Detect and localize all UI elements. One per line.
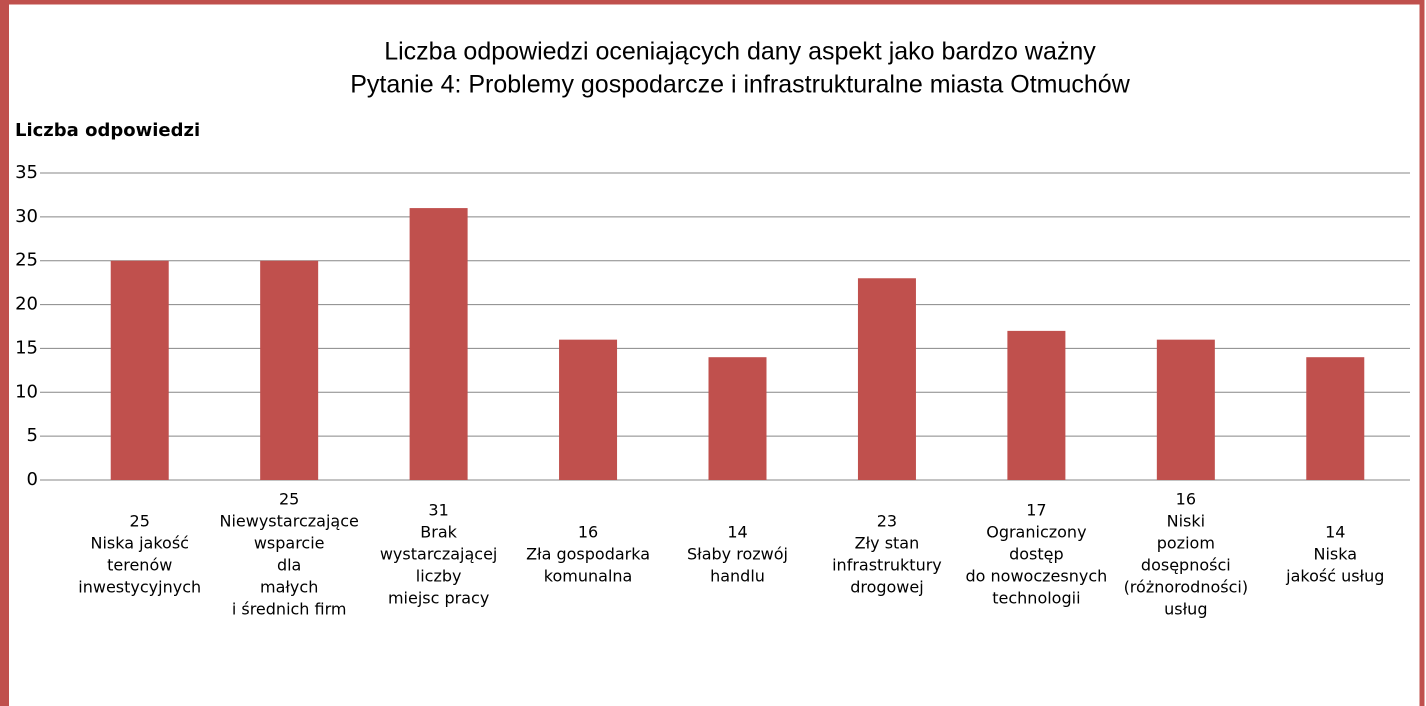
x-tick-label: usług — [1164, 600, 1207, 619]
x-tick-label: i średnich firm — [232, 600, 347, 619]
data-label: 25 — [130, 512, 150, 531]
x-tick-label: wsparcie — [254, 534, 325, 553]
x-tick-label: Niska jakość — [90, 534, 189, 553]
x-tick-label: liczby — [416, 567, 462, 586]
y-tick-label: 25 — [15, 250, 38, 271]
x-tick-label: Niska — [1314, 545, 1358, 564]
data-label: 14 — [1325, 523, 1345, 542]
bar — [857, 278, 916, 480]
frame-left — [0, 0, 9, 706]
x-tick-label: Słaby rozwój — [687, 545, 788, 564]
data-label: 23 — [877, 512, 897, 531]
x-tick-label: poziom — [1157, 534, 1215, 553]
data-label: 25 — [279, 490, 299, 509]
y-tick-label: 0 — [27, 469, 38, 490]
data-label: 16 — [1176, 490, 1196, 509]
bar — [1306, 357, 1365, 480]
y-tick-label: 15 — [15, 337, 38, 358]
data-label: 16 — [578, 523, 598, 542]
bar — [559, 339, 618, 480]
data-label: 31 — [428, 501, 448, 520]
bar — [708, 357, 767, 480]
y-axis-label: Liczba odpowiedzi — [15, 120, 200, 141]
x-tick-label: Zły stan — [855, 534, 920, 553]
x-tick-label: terenów — [107, 556, 172, 575]
x-tick-label: Niewystarczające — [219, 512, 358, 531]
x-tick-label: do nowoczesnych — [966, 567, 1108, 586]
data-label: 17 — [1026, 501, 1046, 520]
x-tick-label: jakość usług — [1285, 567, 1384, 586]
x-tick-label: inwestycyjnych — [78, 578, 201, 597]
bar — [1007, 330, 1066, 480]
x-tick-label: (różnorodności) — [1124, 578, 1249, 597]
y-tick-label: 35 — [15, 162, 38, 183]
x-tick-label: drogowej — [850, 578, 924, 597]
y-tick-label: 5 — [27, 425, 38, 446]
x-tick-label: komunalna — [544, 567, 633, 586]
x-tick-label: Niski — [1167, 512, 1205, 531]
chart-title: Liczba odpowiedzi oceniających dany aspe… — [384, 38, 1096, 66]
x-tick-label: Zła gospodarka — [526, 545, 650, 564]
x-tick-label: małych — [260, 578, 318, 597]
bar — [110, 260, 169, 480]
y-tick-label: 30 — [15, 206, 38, 227]
y-tick-label: 10 — [15, 381, 38, 402]
x-tick-label: miejsc pracy — [388, 589, 489, 608]
data-label: 14 — [727, 523, 747, 542]
x-tick-label: dosępności — [1141, 556, 1231, 575]
bar — [409, 208, 468, 481]
x-tick-label: wystarczającej — [380, 545, 498, 564]
x-tick-label: dostęp — [1009, 545, 1064, 564]
x-tick-label: Brak — [420, 523, 457, 542]
chart-subtitle: Pytanie 4: Problemy gospodarcze i infras… — [350, 71, 1130, 99]
bar — [260, 260, 319, 480]
x-tick-label: infrastruktury — [832, 556, 942, 575]
y-tick-label: 20 — [15, 294, 38, 315]
x-tick-label: handlu — [710, 567, 765, 586]
x-tick-label: technologii — [992, 589, 1080, 608]
x-tick-label: dla — [277, 556, 301, 575]
bar — [1156, 339, 1215, 480]
x-tick-label: Ograniczony — [986, 523, 1086, 542]
